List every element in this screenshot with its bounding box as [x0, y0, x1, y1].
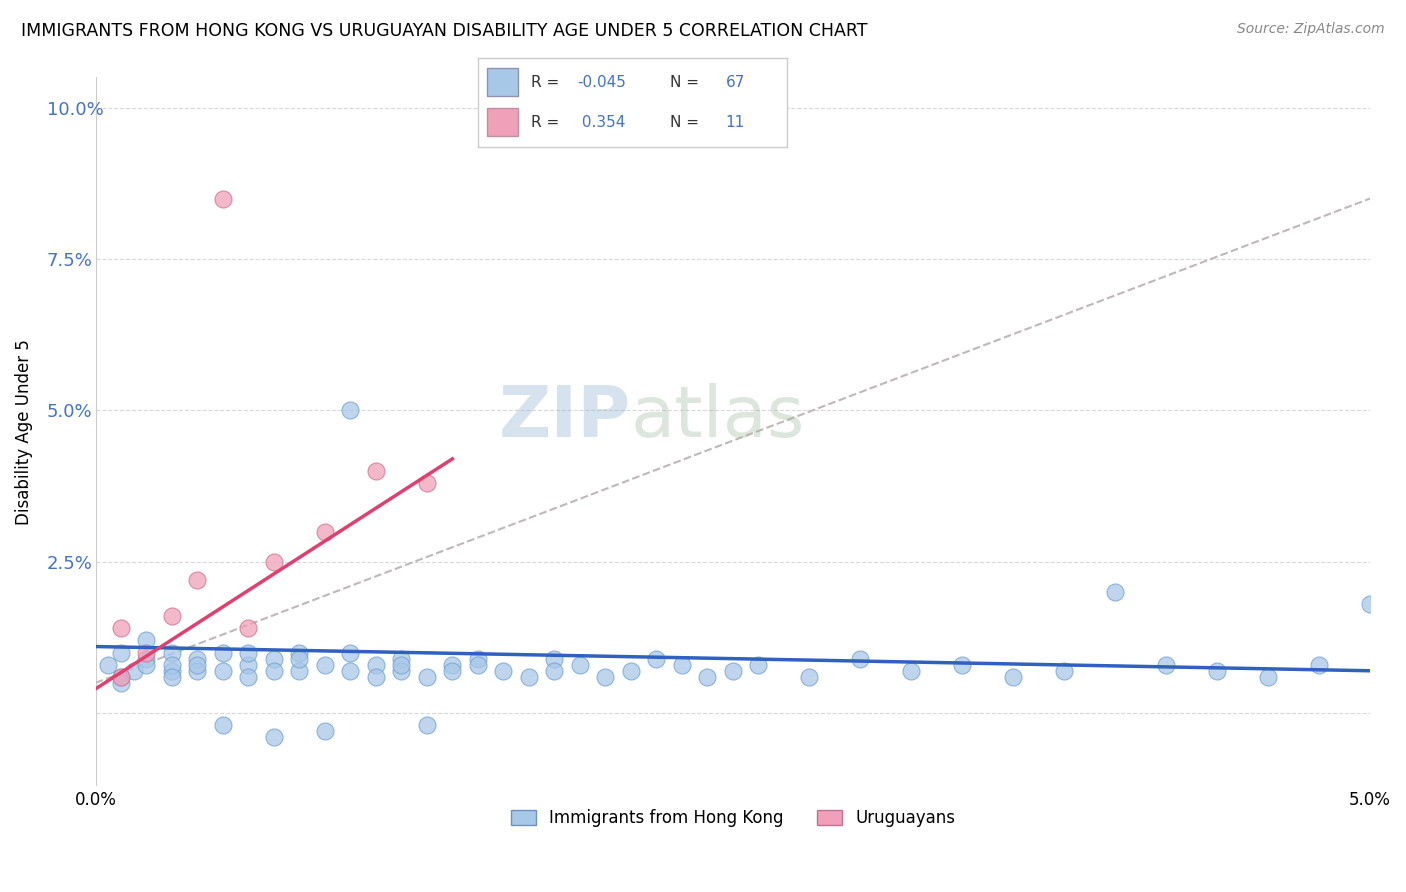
Point — [849, 651, 872, 665]
Point — [721, 664, 744, 678]
Point — [492, 664, 515, 678]
Point — [1257, 670, 1279, 684]
Point — [416, 670, 439, 684]
Point — [441, 664, 464, 678]
Point — [747, 657, 769, 672]
FancyBboxPatch shape — [488, 108, 519, 136]
Point — [186, 664, 208, 678]
Point — [389, 651, 412, 665]
Point — [1154, 657, 1177, 672]
Text: N =: N = — [669, 75, 703, 89]
Point — [1308, 657, 1330, 672]
Legend: Immigrants from Hong Kong, Uruguayans: Immigrants from Hong Kong, Uruguayans — [503, 803, 962, 834]
Point — [212, 192, 235, 206]
Point — [1358, 597, 1381, 611]
Point — [288, 664, 311, 678]
Point — [186, 657, 208, 672]
Point — [645, 651, 668, 665]
Point — [238, 646, 260, 660]
Point — [263, 651, 285, 665]
Point — [339, 664, 361, 678]
Point — [568, 657, 591, 672]
Point — [389, 657, 412, 672]
Point — [263, 664, 285, 678]
Point — [238, 621, 260, 635]
Point — [212, 646, 235, 660]
Point — [160, 657, 183, 672]
Text: R =: R = — [530, 115, 564, 129]
Text: IMMIGRANTS FROM HONG KONG VS URUGUAYAN DISABILITY AGE UNDER 5 CORRELATION CHART: IMMIGRANTS FROM HONG KONG VS URUGUAYAN D… — [21, 22, 868, 40]
Point — [135, 657, 157, 672]
Point — [441, 657, 464, 672]
Point — [110, 676, 132, 690]
Point — [364, 657, 387, 672]
Text: 0.354: 0.354 — [576, 115, 626, 129]
Point — [110, 670, 132, 684]
Point — [620, 664, 643, 678]
Point — [160, 609, 183, 624]
Point — [288, 646, 311, 660]
Point — [517, 670, 540, 684]
Point — [1104, 585, 1126, 599]
Point — [1206, 664, 1229, 678]
Point — [467, 651, 489, 665]
Y-axis label: Disability Age Under 5: Disability Age Under 5 — [15, 339, 32, 524]
Point — [900, 664, 922, 678]
Point — [543, 664, 565, 678]
Point — [314, 724, 336, 739]
Point — [135, 651, 157, 665]
Point — [364, 464, 387, 478]
Point — [467, 657, 489, 672]
FancyBboxPatch shape — [488, 68, 519, 96]
Text: N =: N = — [669, 115, 703, 129]
Text: ZIP: ZIP — [499, 383, 631, 452]
Point — [135, 646, 157, 660]
Point — [186, 573, 208, 587]
Point — [696, 670, 718, 684]
Point — [314, 657, 336, 672]
Point — [160, 670, 183, 684]
Point — [160, 646, 183, 660]
Point — [186, 651, 208, 665]
Point — [263, 555, 285, 569]
Point — [238, 657, 260, 672]
Point — [110, 670, 132, 684]
Point — [238, 670, 260, 684]
Text: 67: 67 — [725, 75, 745, 89]
Point — [416, 718, 439, 732]
Point — [212, 664, 235, 678]
Point — [314, 524, 336, 539]
Point — [263, 731, 285, 745]
Text: Source: ZipAtlas.com: Source: ZipAtlas.com — [1237, 22, 1385, 37]
Point — [110, 621, 132, 635]
Point — [339, 403, 361, 417]
Text: R =: R = — [530, 75, 564, 89]
Point — [595, 670, 617, 684]
Point — [212, 718, 235, 732]
Point — [389, 664, 412, 678]
Point — [122, 664, 145, 678]
Point — [110, 646, 132, 660]
Point — [416, 476, 439, 491]
Text: atlas: atlas — [631, 383, 806, 452]
Point — [799, 670, 821, 684]
Text: 11: 11 — [725, 115, 745, 129]
Text: -0.045: -0.045 — [576, 75, 626, 89]
Point — [950, 657, 973, 672]
Point — [1053, 664, 1076, 678]
Point — [364, 670, 387, 684]
Point — [339, 646, 361, 660]
Point — [671, 657, 693, 672]
Point — [288, 651, 311, 665]
Point — [160, 664, 183, 678]
Point — [135, 633, 157, 648]
Point — [543, 651, 565, 665]
Point — [1002, 670, 1025, 684]
Point — [97, 657, 120, 672]
